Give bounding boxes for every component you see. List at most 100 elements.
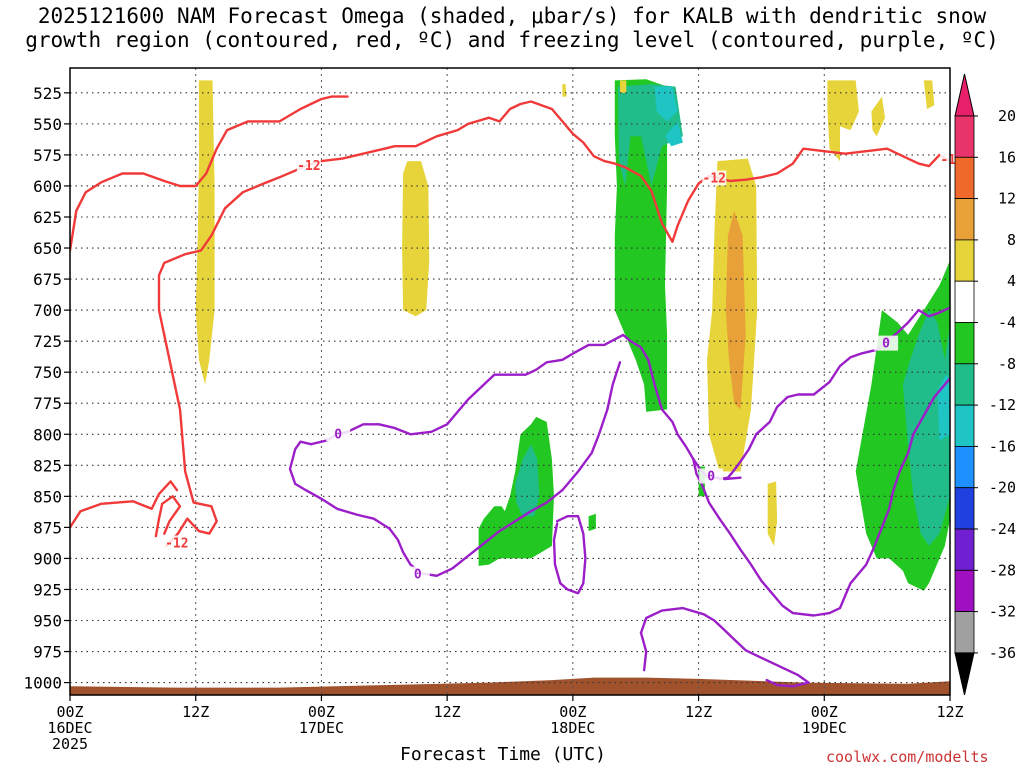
colorbar-label-5: -4 [998,314,1016,332]
omega-shading [195,79,950,591]
terrain [70,677,950,695]
xtick-date-6: 19DEC [802,719,847,737]
dgz-contour-0 [70,95,349,252]
x-axis-label: Forecast Time (UTC) [400,744,606,765]
ytick-label-925: 925 [33,580,62,599]
omega-region-23 [923,80,935,109]
chart-title-line1: 2025121600 NAM Forecast Omega (shaded, μ… [37,4,987,28]
omega-region-15 [402,161,430,317]
colorbar-label-8: -16 [989,437,1016,455]
omega-region-16 [562,84,567,97]
colorbar-swatch-8 [954,445,975,489]
freezing-contour-1 [692,433,915,617]
freezing-contour-5 [552,515,587,595]
ytick-label-1000: 1000 [23,674,62,693]
ytick-label-675: 675 [33,270,62,289]
contour-label-bg-7 [874,335,899,351]
freezing-contour-6 [639,606,810,688]
ytick-label-750: 750 [33,363,62,382]
colorbar-swatch-12 [954,611,975,654]
xtick-date-4: 18DEC [550,719,595,737]
omega-region-22 [871,96,885,137]
y-axis-ticks: 525 550 575 600 625 650 675 700 725 750 775 800 825 8… [23,84,70,693]
omega-region-20 [767,481,778,546]
colorbar-label-4: 4 [1007,272,1016,290]
ytick-label-525: 525 [33,84,62,103]
dendritic-growth-contours [70,95,950,548]
contour-label-0: -12 [297,159,320,174]
contour-label-bg-4 [326,426,351,442]
omega-region-14 [195,80,215,385]
contour-label-bg-6 [699,468,724,484]
ytick-label-650: 650 [33,239,62,258]
colorbar-swatch-0 [954,115,975,158]
ytick-label-850: 850 [33,487,62,506]
colorbar-label-1: 16 [998,148,1016,166]
freezing-contour-4 [718,433,758,481]
colorbar-label-3: 8 [1007,231,1016,249]
colorbar-label-10: -24 [989,520,1016,538]
xtick-date-2: 17DEC [299,719,344,737]
plot-frame [69,67,951,696]
dgz-contour-3 [70,480,179,529]
contour-label-bg-0 [296,158,321,174]
ytick-label-900: 900 [33,549,62,568]
omega-region-1 [515,444,540,517]
colorbar: 20 16 12 8 4 -4 -8 -12 -16 -20 -24 -28 -32 -36 [954,73,1016,696]
colorbar-label-6: -8 [998,355,1016,373]
colorbar-swatch-4 [954,280,975,323]
contour-label-2: -12 [703,172,726,187]
colorbar-swatch-2 [954,198,975,241]
dgz-contour-2 [154,495,182,538]
ytick-label-875: 875 [33,518,62,537]
contour-label-7: 0 [882,337,890,352]
xtick-label-6: 00Z [811,703,838,721]
xtick-label-4: 00Z [559,703,586,721]
contour-label-4: 0 [334,427,342,442]
colorbar-label-11: -28 [989,561,1016,579]
omega-region-17 [620,80,627,93]
ytick-label-625: 625 [33,208,62,227]
colorbar-top-arrow [954,73,975,117]
omega-region-6 [665,121,683,147]
xtick-label-0: 00Z [56,703,83,721]
grid [70,68,950,695]
colorbar-swatch-1 [954,156,975,200]
omega-region-21 [827,80,859,162]
colorbar-swatch-5 [954,322,975,365]
chart-title: 2025121600 NAM Forecast Omega (shaded, μ… [0,4,1024,52]
contour-label-bg-1 [164,535,189,551]
ytick-label-825: 825 [33,456,62,475]
colorbar-label-12: -32 [989,603,1016,621]
ytick-label-550: 550 [33,115,62,134]
ytick-label-700: 700 [33,301,62,320]
colorbar-label-7: -12 [989,396,1016,414]
colorbar-label-2: 12 [998,190,1016,208]
contour-label-6: 0 [707,469,715,484]
xtick-label-2: 00Z [308,703,335,721]
xtick-year-0: 2025 [52,735,88,753]
colorbar-swatch-6 [954,363,975,406]
xtick-date-0: 16DEC [47,719,92,737]
ytick-label-775: 775 [33,394,62,413]
source-credit: coolwx.com/modelts [826,748,989,766]
ytick-label-600: 600 [33,177,62,196]
dgz-contour-4 [210,100,950,244]
xtick-label-3: 12Z [434,703,461,721]
freezing-contour-2 [912,376,950,436]
colorbar-swatch-10 [954,528,975,571]
freezing-contour-7 [639,631,648,672]
contour-label-1: -12 [165,537,188,552]
contour-label-5: 0 [414,568,422,583]
contour-label-bg-2 [702,170,727,186]
colorbar-label-0: 20 [998,107,1016,125]
colorbar-swatch-3 [954,239,975,282]
colorbar-swatch-11 [954,569,975,612]
xtick-label-5: 12Z [685,703,712,721]
colorbar-label-13: -36 [989,644,1016,662]
ytick-label-950: 950 [33,612,62,631]
colorbar-swatch-9 [954,487,975,530]
ytick-label-800: 800 [33,425,62,444]
